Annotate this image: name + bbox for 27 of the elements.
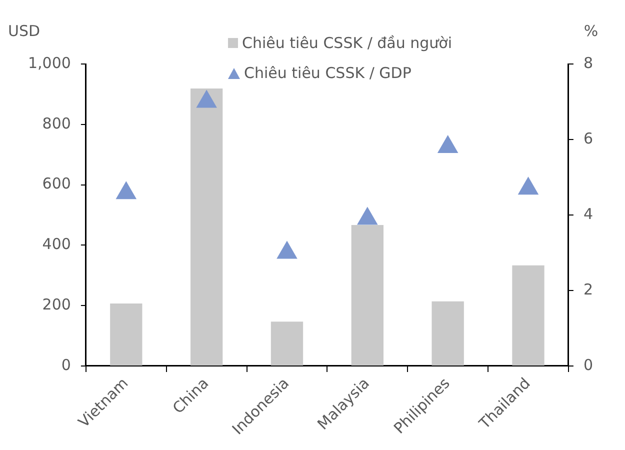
bar bbox=[512, 265, 544, 366]
bar bbox=[270, 322, 304, 366]
y2-tick-label: 8 bbox=[583, 54, 594, 72]
y-tick-label: 600 bbox=[42, 174, 71, 193]
y2-axis-title: % bbox=[584, 22, 598, 40]
point bbox=[276, 241, 298, 259]
point bbox=[357, 207, 378, 225]
legend-label: Chiêu tiêu CSSK / đầu người bbox=[242, 33, 452, 54]
bar bbox=[110, 303, 142, 366]
point bbox=[116, 182, 136, 200]
bar bbox=[432, 301, 464, 366]
y2-tick-label: 6 bbox=[583, 129, 594, 148]
y-tick-label: 800 bbox=[42, 114, 71, 132]
point bbox=[196, 90, 217, 108]
point bbox=[438, 136, 458, 154]
y-tick-label: 200 bbox=[42, 295, 71, 314]
y2-tick-label: 2 bbox=[583, 280, 594, 298]
y-tick-label: 1,000 bbox=[28, 54, 71, 72]
bar bbox=[351, 224, 384, 366]
y2-tick-label: 0 bbox=[583, 356, 594, 374]
bar bbox=[190, 88, 223, 366]
legend-label: Chiêu tiêu CSSK / GDP bbox=[244, 63, 412, 84]
y-tick-label: 400 bbox=[42, 235, 71, 254]
y-axis-title: USD bbox=[8, 22, 40, 40]
point bbox=[518, 177, 538, 195]
y-tick-label: 0 bbox=[61, 356, 71, 374]
y2-tick-label: 4 bbox=[583, 204, 594, 223]
